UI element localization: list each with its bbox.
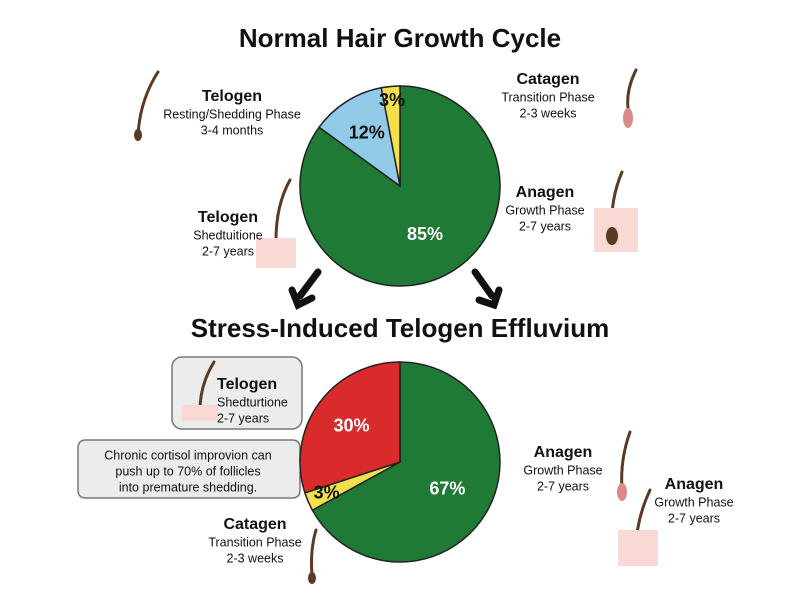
chart-title: Normal Hair Growth Cycle: [239, 23, 561, 53]
annotation-line: Growth Phase: [654, 495, 733, 509]
annotation-line: Chronic cortisol improvion can: [104, 448, 271, 462]
annotation-line: 2-7 years: [519, 219, 571, 233]
arrow: [471, 268, 503, 310]
annotation-title: Anagen: [516, 184, 575, 201]
annotation-line: Transition Phase: [501, 90, 594, 104]
annotation-line: 2-3 weeks: [520, 106, 577, 120]
annotation-line: Shedtuitione: [193, 228, 263, 242]
annotation-title: Anagen: [665, 476, 724, 493]
annotation-line: 2-7 years: [217, 411, 269, 425]
annotation-line: Growth Phase: [523, 463, 602, 477]
annotation-line: into premature shedding.: [119, 480, 257, 494]
annotation-title: Catagen: [223, 516, 286, 533]
value-label: 30%: [333, 415, 369, 435]
pie-slice: [311, 361, 501, 563]
value-label: 3%: [379, 90, 405, 110]
arrow: [288, 268, 322, 310]
pie-slice: [299, 361, 401, 494]
hair-icons: [134, 68, 658, 584]
value-label: 67%: [429, 479, 465, 499]
annotation-line: 2-7 years: [202, 244, 254, 258]
value-label: 12%: [349, 122, 385, 142]
pie-slice: [318, 86, 402, 188]
annotation-title: Catagen: [516, 71, 579, 88]
value-label: 85%: [407, 224, 443, 244]
pie-slice: [380, 85, 401, 187]
annotation-title: Anagen: [534, 444, 593, 461]
annotation-title: Telogen: [202, 88, 262, 105]
annotation-title: Telogen: [198, 209, 258, 226]
annotation-line: 2-3 weeks: [227, 551, 284, 565]
annotation-line: 2-7 years: [537, 479, 589, 493]
annotation-line: Resting/Shedding Phase: [163, 107, 301, 121]
annotation-line: Growth Phase: [505, 203, 584, 217]
annotation-title: Telogen: [217, 376, 277, 393]
annotation-line: push up to 70% of follicles: [115, 464, 260, 478]
annotation-line: Transition Phase: [208, 535, 301, 549]
chart-title: Stress-Induced Telogen Effluvium: [191, 313, 609, 343]
annotation-line: 2-7 years: [668, 511, 720, 525]
annotation-line: Shedturtione: [217, 395, 288, 409]
annotation-line: 3-4 months: [201, 123, 264, 137]
value-label: 3%: [314, 483, 340, 503]
